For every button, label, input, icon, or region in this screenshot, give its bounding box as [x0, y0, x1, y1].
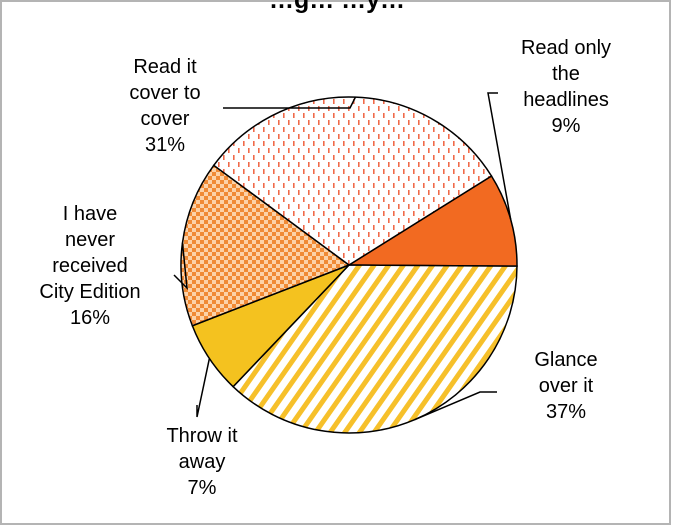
slice-category-label: Read only — [521, 37, 611, 59]
leader-line-5 — [223, 96, 357, 109]
slice-percent-label: 16% — [70, 307, 110, 329]
pie-slice-1 — [346, 174, 518, 267]
slice-percent-label: 31% — [145, 134, 185, 156]
slice-category-label: cover to — [129, 82, 200, 104]
pie-slices — [180, 96, 518, 434]
slice-category-label: never — [65, 229, 115, 251]
leader-lines — [173, 92, 512, 421]
slice-category-label: the — [552, 63, 580, 85]
slice-category-label: headlines — [523, 89, 609, 111]
leader-line-3 — [196, 358, 211, 418]
leader-line-4 — [173, 242, 188, 291]
chart-title: …g… …y… — [269, 0, 405, 14]
slice-category-label: City Edition — [39, 281, 140, 303]
slice-percent-label: 37% — [546, 401, 586, 423]
pie-slice-2 — [232, 264, 518, 434]
slice-percent-label: 7% — [188, 477, 217, 499]
slice-labels: Read only the headlines 9% Glance over it 37% T… — [39, 37, 611, 499]
slice-category-label: received — [52, 255, 128, 277]
leader-line-1 — [487, 92, 512, 220]
slice-category-label: Read it — [133, 56, 197, 78]
leader-line-2 — [414, 391, 497, 421]
slice-category-label: I have — [63, 203, 117, 225]
slice-category-label: cover — [141, 108, 190, 130]
slice-category-label: Glance — [534, 349, 597, 371]
slice-category-label: Throw it — [166, 425, 238, 447]
slice-category-label: over it — [539, 375, 594, 397]
slice-percent-label: 9% — [552, 115, 581, 137]
slice-category-label: away — [179, 451, 226, 473]
